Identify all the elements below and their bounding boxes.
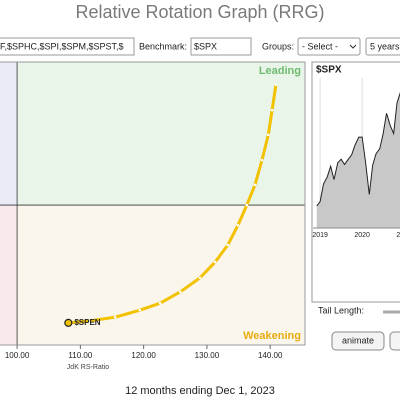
tail-point	[213, 260, 217, 264]
tail-point	[236, 224, 240, 227]
tail-point	[88, 319, 92, 323]
step-button[interactable]	[389, 331, 400, 351]
tail-point	[270, 108, 274, 112]
period-text: 5 years	[370, 41, 400, 51]
animate-text: animate	[342, 335, 374, 345]
tail-point	[253, 183, 257, 187]
weakening-label: Weakening	[243, 330, 301, 342]
symbols-input[interactable]	[0, 37, 135, 56]
benchmark-label: Benchmark:	[139, 41, 187, 51]
tail-point	[274, 83, 278, 87]
improving-quadrant	[0, 62, 18, 206]
tail-point	[179, 290, 182, 294]
groups-select[interactable]	[297, 37, 361, 56]
benchmark-text: $SPX	[194, 41, 217, 51]
lagging-quadrant	[0, 205, 18, 345]
tail-point	[245, 203, 249, 207]
price-line	[316, 92, 400, 207]
tail-head	[64, 318, 73, 327]
plot-border	[0, 61, 306, 346]
dropdown-arrow	[349, 44, 357, 49]
tail-point	[260, 158, 264, 162]
price-title: $SPX	[316, 65, 342, 76]
tail-point	[158, 301, 162, 305]
tail-point	[266, 133, 270, 137]
price-area	[316, 93, 400, 228]
groups-text: - Select -	[302, 41, 338, 51]
benchmark-input[interactable]	[190, 37, 252, 56]
period-select[interactable]	[365, 37, 400, 56]
x-tick-label: 2019	[312, 232, 328, 239]
groups-label: Groups:	[262, 41, 294, 51]
series-label: $SPEN	[74, 318, 100, 327]
x-tick-label: 2020	[354, 232, 370, 239]
animate-button[interactable]	[331, 331, 385, 351]
x-tick-label: 130.00	[195, 351, 220, 360]
x-tick-label: 2021	[396, 232, 400, 239]
x-tick-label: 110.00	[68, 351, 92, 360]
symbols-text: F,$SPHC,$SPI,$SPM,$SPST,$	[0, 41, 124, 51]
x-axis-label: JdK RS-Ratio	[67, 364, 110, 371]
page-title: Relative Rotation Graph (RRG)	[75, 2, 324, 22]
x-tick-label: 120.00	[131, 351, 156, 360]
footer: 12 months ending Dec 1, 2023	[125, 385, 275, 397]
x-tick-label: 140.00	[258, 351, 283, 360]
tail-point	[138, 308, 142, 312]
tail-point	[226, 243, 230, 247]
weakening-quadrant	[17, 205, 306, 345]
x-tick-label: 100.00	[5, 351, 30, 360]
tail-point	[198, 276, 202, 280]
tail-length-label: Tail Length:	[318, 305, 364, 315]
tail-point	[113, 315, 117, 319]
leading-quadrant	[17, 62, 306, 206]
tail-line	[68, 84, 278, 325]
leading-label: Leading	[259, 65, 301, 77]
